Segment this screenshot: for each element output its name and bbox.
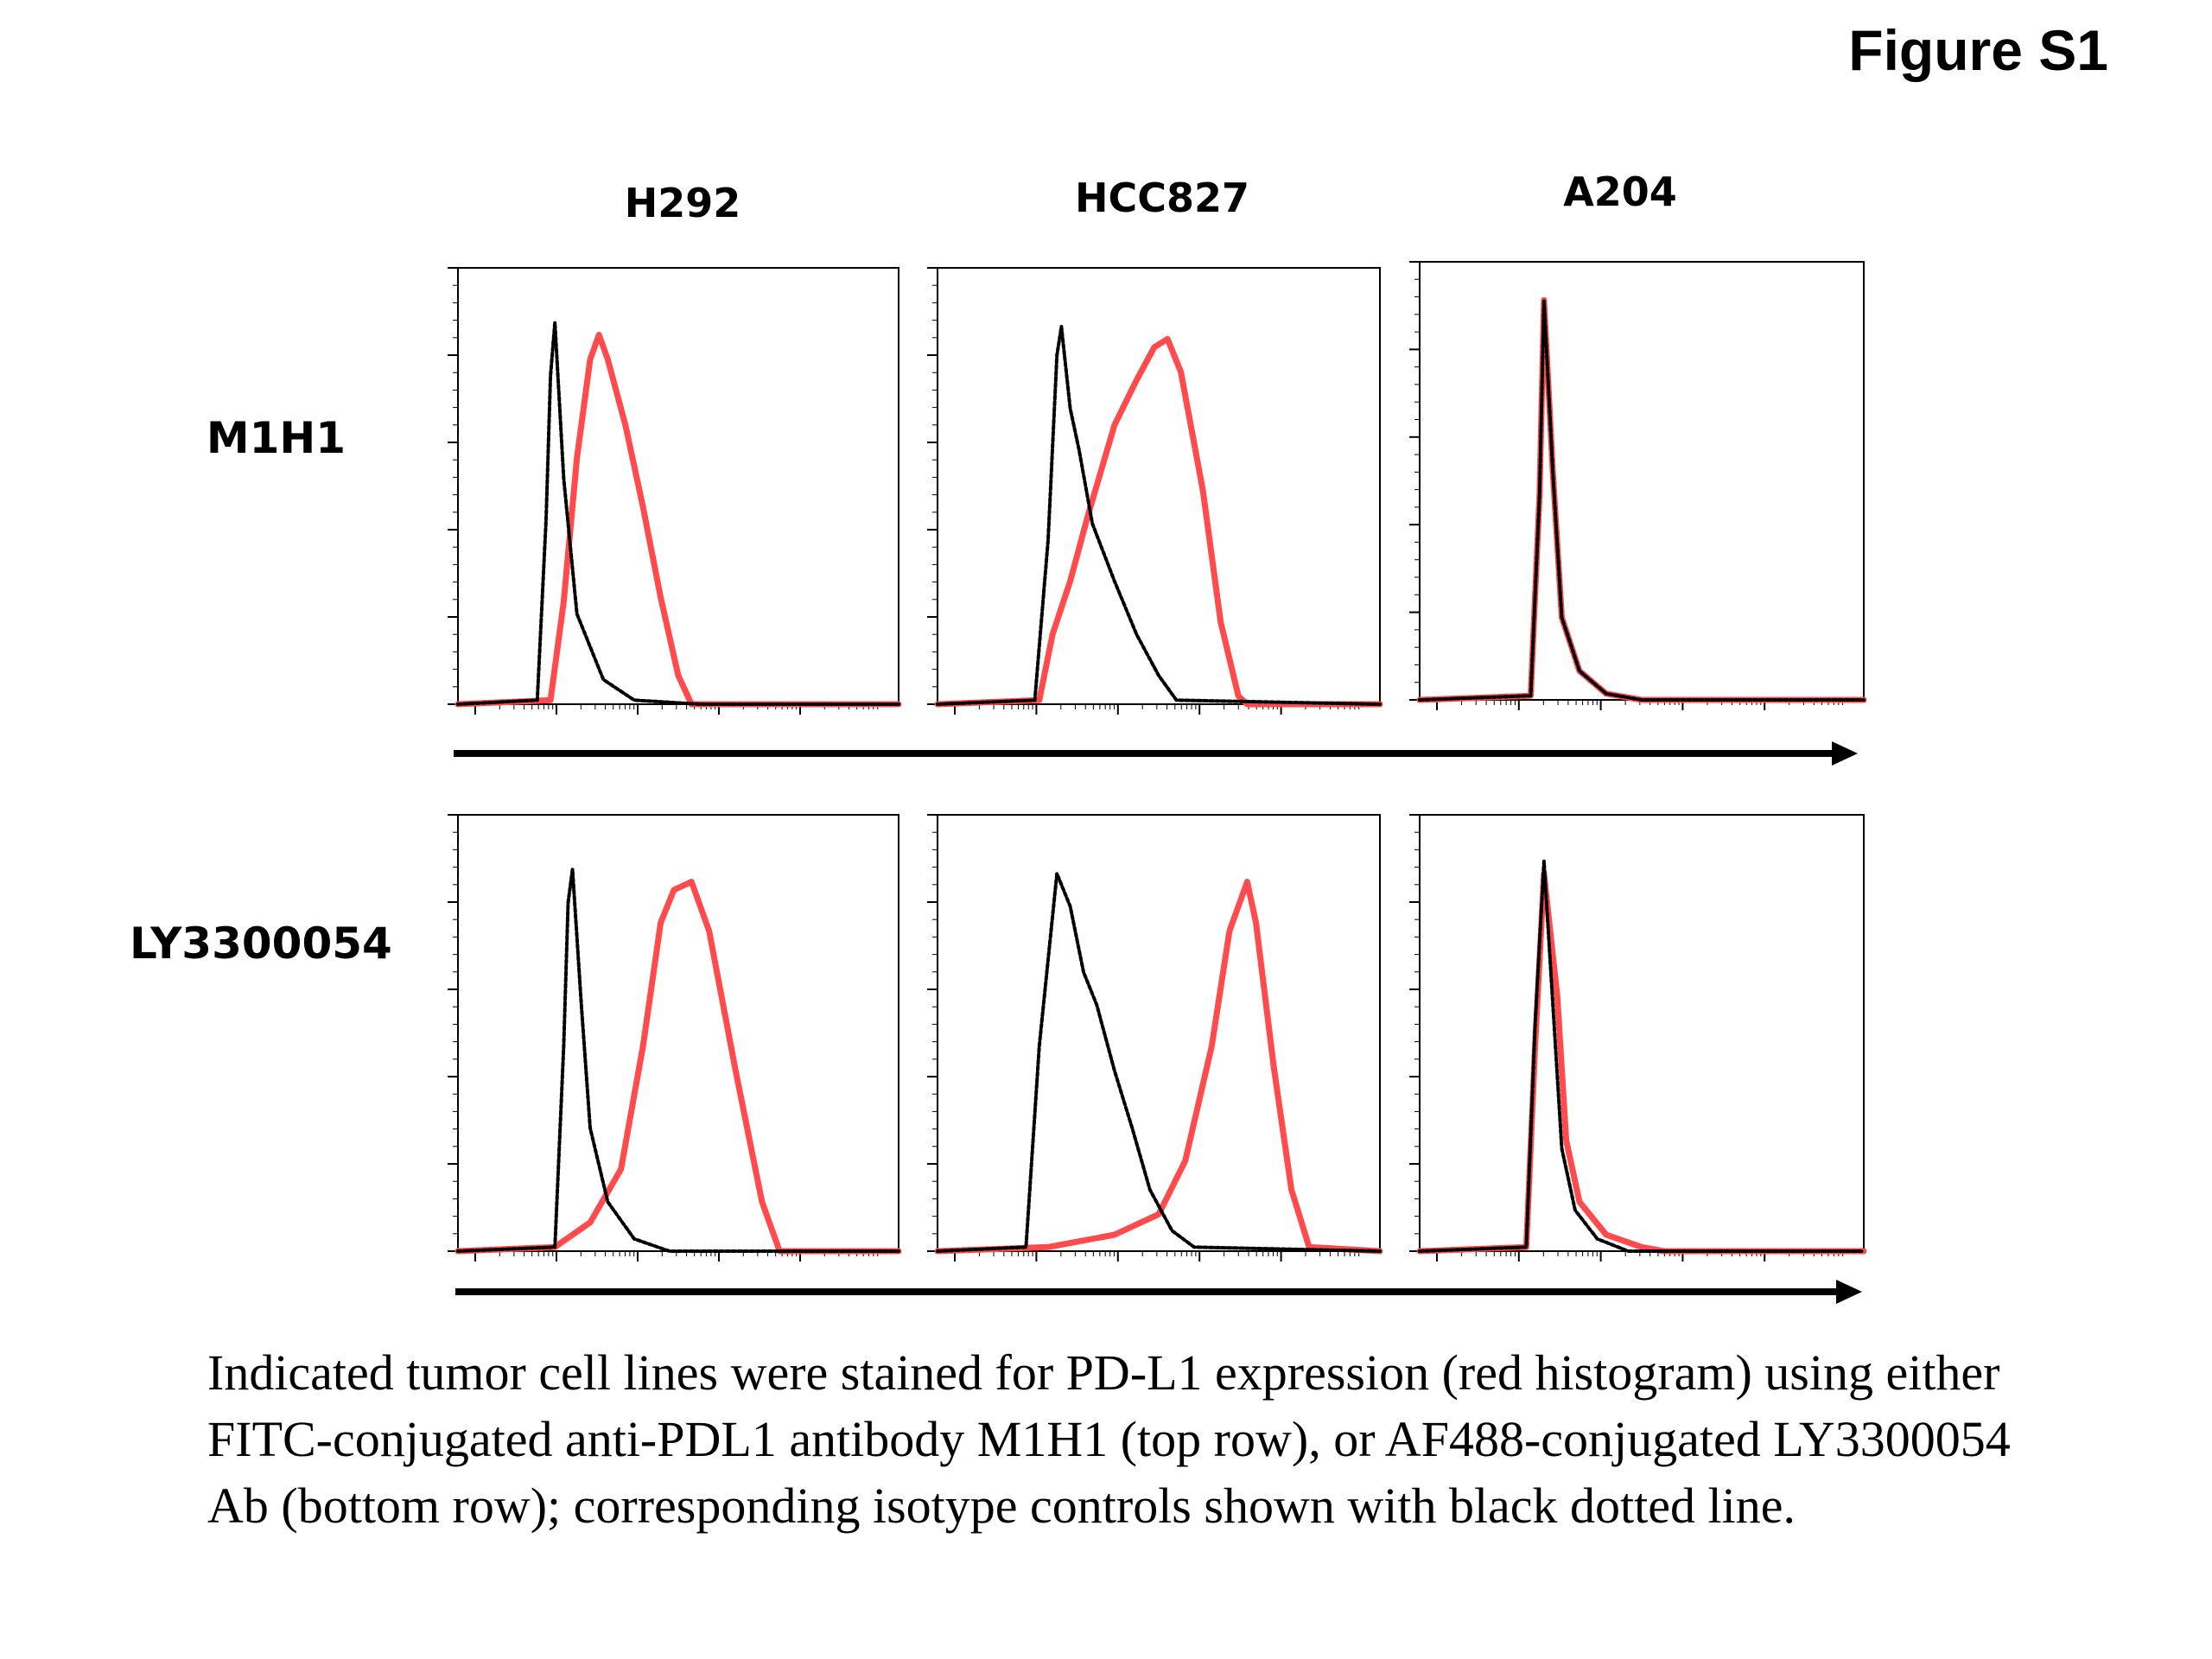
panel-frame-a204-ly3300054 [1419,814,1865,1252]
column-header-a204: A204 [1563,168,1677,215]
isotype-histogram-h292-m1h1 [456,321,900,706]
isotype-histogram-hcc827-ly3300054 [936,872,1382,1253]
panel-frame-hcc827-ly3300054 [937,814,1381,1252]
panel-frame-hcc827-m1h1 [937,267,1381,705]
figure-caption: Indicated tumor cell lines were stained … [207,1344,2011,1534]
stain-histogram-h292-ly3300054 [454,879,902,1255]
panel-frame-h292-ly3300054 [457,814,899,1252]
stain-histogram-hcc827-ly3300054 [934,879,1383,1255]
x-axis-arrowhead-row-1 [1832,741,1858,766]
column-header-hcc827: HCC827 [1074,175,1250,221]
x-axis-arrowhead-row-2 [1836,1280,1862,1304]
column-header-h292: H292 [624,180,741,226]
row-header-ly3300054: LY3300054 [130,918,392,969]
panel-frame-a204-m1h1 [1419,261,1865,701]
isotype-histogram-a204-ly3300054 [1418,859,1866,1253]
isotype-histogram-hcc827-m1h1 [936,325,1382,706]
row-header-m1h1: M1H1 [206,413,346,463]
stain-histogram-hcc827-m1h1 [934,335,1383,708]
stain-histogram-a204-m1h1 [1416,296,1867,703]
stain-histogram-h292-m1h1 [454,332,902,708]
figure-label: Figure S1 [1848,18,2108,82]
isotype-histogram-a204-m1h1 [1418,298,1866,702]
stain-histogram-a204-ly3300054 [1416,870,1867,1255]
panel-frame-h292-m1h1 [457,267,899,705]
isotype-histogram-h292-ly3300054 [456,868,900,1253]
